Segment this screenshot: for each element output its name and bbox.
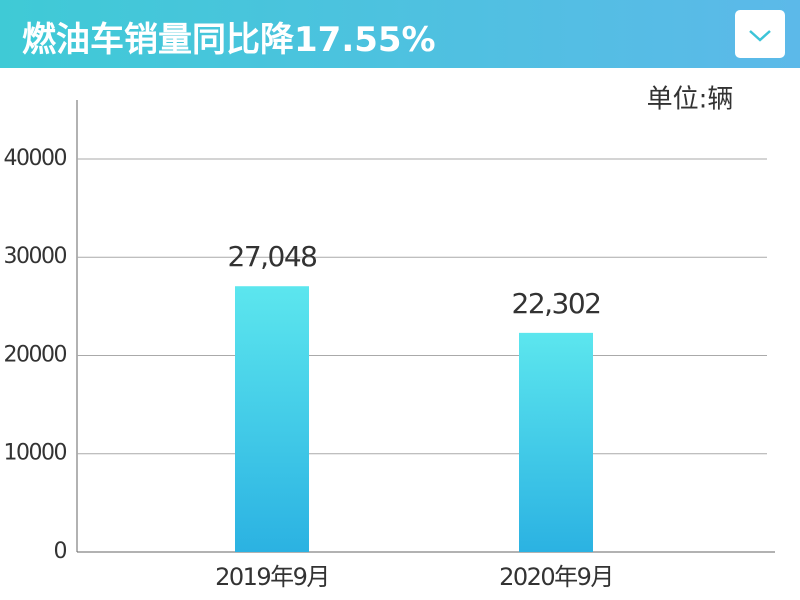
chart: 单位:辆 0 10000 20000 30000 40000 2019年9月 27,048 2… [4,85,775,591]
bar [519,332,593,552]
y-tick-label: 10000 [4,441,67,466]
unit-label: 单位:辆 [647,85,734,115]
dropdown-button[interactable] [735,10,785,58]
y-tick-label: 0 [54,539,67,564]
y-tick-label: 30000 [4,244,67,269]
chevron-icon [749,30,771,42]
value-label: 27,048 [228,240,317,273]
y-tick-label: 40000 [4,146,67,171]
chart-title: 燃油车销量同比降17.55% [22,20,436,60]
header: 燃油车销量同比降17.55% [0,0,800,68]
y-tick-label: 20000 [4,342,67,367]
x-tick-label: 2019年9月 [215,563,329,591]
value-label: 22,302 [512,287,601,320]
bar [235,286,309,552]
x-tick-label: 2020年9月 [499,563,613,591]
